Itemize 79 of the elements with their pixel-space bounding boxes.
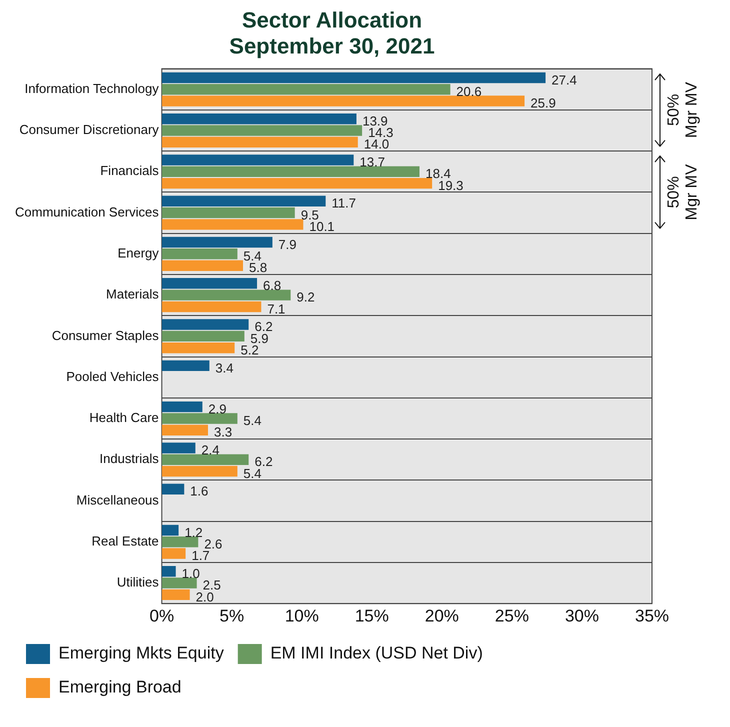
data-label: 6.8 <box>263 278 282 293</box>
bar <box>162 589 190 600</box>
x-tick-label: 0% <box>149 606 174 626</box>
data-label: 13.7 <box>360 154 385 170</box>
y-tick-label: Energy <box>118 246 160 260</box>
legend-label: Emerging Broad <box>58 678 182 697</box>
data-label: 1.6 <box>190 484 208 499</box>
bar <box>162 319 249 330</box>
x-tick-label: 30% <box>564 606 599 626</box>
bar <box>162 330 244 342</box>
bar <box>162 278 258 289</box>
bar <box>162 454 249 465</box>
data-label: 7.1 <box>267 301 286 316</box>
bar <box>162 236 272 248</box>
x-tick-label: 20% <box>424 606 459 626</box>
bar <box>162 178 432 189</box>
y-tick-label: Pooled Vehicles <box>66 368 160 384</box>
bar <box>162 536 198 548</box>
bar <box>162 360 210 372</box>
bar <box>162 196 326 206</box>
y-tick-label: Real Estate <box>92 533 159 548</box>
bar <box>162 248 238 260</box>
x-tick-label: 15% <box>354 606 389 626</box>
data-label: 1.0 <box>182 566 200 581</box>
bar <box>162 84 450 95</box>
y-tick-label: Industrials <box>100 451 160 466</box>
bar <box>162 401 202 412</box>
legend-label: EM IMI Index (USD Net Div) <box>270 644 483 663</box>
y-tick-label: Financials <box>100 163 160 178</box>
bar <box>162 96 525 106</box>
bar <box>162 290 291 300</box>
data-label: 3.4 <box>215 360 234 376</box>
data-label: 25.9 <box>530 96 556 111</box>
y-tick-label: Information Technology <box>24 80 160 96</box>
bar <box>162 136 358 148</box>
data-label: 7.9 <box>278 236 297 252</box>
bar <box>162 342 235 354</box>
bar <box>162 260 244 271</box>
bar <box>162 72 546 84</box>
data-label: 2.4 <box>201 442 220 458</box>
x-tick-label: 35% <box>634 606 670 626</box>
bar <box>162 524 179 536</box>
bar <box>162 154 354 166</box>
text: 50% Mgr MV <box>665 82 700 138</box>
bar <box>162 413 238 424</box>
data-label: 11.7 <box>332 196 356 211</box>
chart-title: Sector Allocation September 30, 2021 <box>229 7 435 59</box>
data-label: 1.2 <box>184 524 203 540</box>
bar <box>162 166 420 178</box>
y-tick-label: Materials <box>106 286 160 302</box>
x-tick-label: 10% <box>284 606 319 626</box>
data-label: 27.4 <box>552 72 577 88</box>
y-tick-label: Utilities <box>116 574 160 590</box>
bar <box>162 125 362 136</box>
x-tick-label: 25% <box>494 606 529 626</box>
bar <box>162 424 208 436</box>
data-label: 3.3 <box>214 424 232 440</box>
bar <box>162 566 176 577</box>
y-tick-label: Miscellaneous <box>76 492 160 508</box>
data-label: 5.4 <box>243 413 262 428</box>
y-tick-label: Communication Services <box>14 204 160 220</box>
bar <box>162 548 186 559</box>
y-tick-label: Consumer Staples <box>52 328 160 343</box>
bar <box>162 466 238 477</box>
bar <box>162 442 196 454</box>
bar <box>162 207 295 218</box>
data-label: 9.2 <box>296 290 315 305</box>
y-tick-label: Consumer Discretionary <box>19 122 160 138</box>
bar <box>162 301 262 312</box>
bar <box>162 113 356 124</box>
bar <box>162 219 304 230</box>
y-tick-label: Health Care <box>89 410 159 426</box>
data-label: 20.6 <box>456 84 482 99</box>
legend-label: Emerging Mkts Equity <box>58 644 224 663</box>
bar <box>162 484 184 494</box>
x-tick-label: 5% <box>220 606 244 626</box>
bar <box>162 578 197 588</box>
data-label: 2.9 <box>208 401 226 416</box>
text: 50% Mgr MV <box>665 164 700 220</box>
